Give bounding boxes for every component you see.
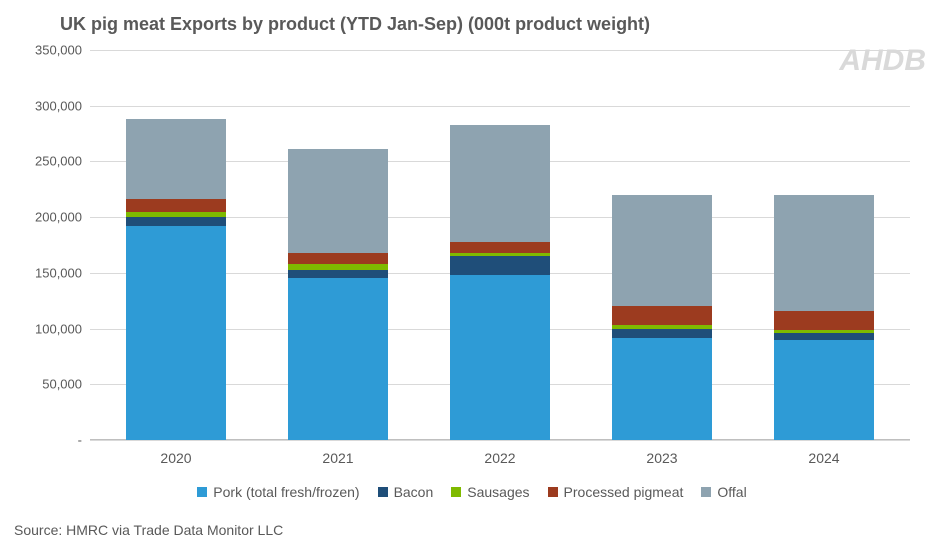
bar-segment	[126, 119, 226, 199]
legend-swatch	[378, 487, 388, 497]
x-tick-label: 2020	[160, 450, 191, 466]
bar-segment	[612, 195, 712, 306]
y-tick-label: 150,000	[35, 265, 82, 280]
plot-area: -50,000100,000150,000200,000250,000300,0…	[90, 50, 910, 440]
x-tick-label: 2021	[322, 450, 353, 466]
legend-item: Offal	[701, 484, 746, 500]
bar-segment	[612, 306, 712, 325]
bar-stack	[288, 149, 388, 440]
bar-segment	[612, 329, 712, 338]
legend-label: Pork (total fresh/frozen)	[213, 484, 359, 500]
gridline	[90, 50, 910, 51]
bar-segment	[126, 226, 226, 440]
bar-stack	[612, 195, 712, 440]
legend-swatch	[701, 487, 711, 497]
bar-segment	[288, 278, 388, 440]
bar-segment	[450, 275, 550, 440]
bar: 2022	[450, 125, 550, 440]
legend-item: Bacon	[378, 484, 434, 500]
bar: 2021	[288, 149, 388, 440]
legend-label: Sausages	[467, 484, 529, 500]
bar-stack	[450, 125, 550, 440]
bar-segment	[288, 270, 388, 279]
gridline	[90, 106, 910, 107]
bar-stack	[126, 119, 226, 440]
bar-segment	[450, 125, 550, 242]
y-tick-label: 350,000	[35, 43, 82, 58]
chart-title: UK pig meat Exports by product (YTD Jan-…	[60, 14, 650, 35]
bar-segment	[774, 195, 874, 311]
bar: 2023	[612, 195, 712, 440]
legend-swatch	[548, 487, 558, 497]
bar-segment	[450, 242, 550, 253]
legend-swatch	[451, 487, 461, 497]
y-tick-label: 300,000	[35, 98, 82, 113]
bar: 2024	[774, 195, 874, 440]
legend-item: Processed pigmeat	[548, 484, 684, 500]
legend-item: Sausages	[451, 484, 529, 500]
bar-segment	[126, 199, 226, 211]
source-text: Source: HMRC via Trade Data Monitor LLC	[14, 522, 283, 538]
bar-segment	[126, 217, 226, 226]
gridline	[90, 440, 910, 441]
bar-segment	[288, 149, 388, 253]
legend-label: Bacon	[394, 484, 434, 500]
legend-swatch	[197, 487, 207, 497]
y-tick-label: 200,000	[35, 210, 82, 225]
bar-segment	[288, 253, 388, 264]
bar: 2020	[126, 119, 226, 440]
y-tick-label: 250,000	[35, 154, 82, 169]
legend-item: Pork (total fresh/frozen)	[197, 484, 359, 500]
bar-segment	[774, 311, 874, 330]
legend-label: Offal	[717, 484, 746, 500]
bar-segment	[774, 333, 874, 340]
bar-segment	[612, 338, 712, 441]
legend: Pork (total fresh/frozen) Bacon Sausages Pr…	[0, 484, 944, 500]
y-tick-label: -	[78, 433, 82, 448]
y-tick-label: 50,000	[42, 377, 82, 392]
x-tick-label: 2024	[808, 450, 839, 466]
bar-segment	[450, 256, 550, 275]
bar-segment	[774, 340, 874, 440]
x-tick-label: 2022	[484, 450, 515, 466]
x-tick-label: 2023	[646, 450, 677, 466]
y-tick-label: 100,000	[35, 321, 82, 336]
bar-stack	[774, 195, 874, 440]
legend-label: Processed pigmeat	[564, 484, 684, 500]
